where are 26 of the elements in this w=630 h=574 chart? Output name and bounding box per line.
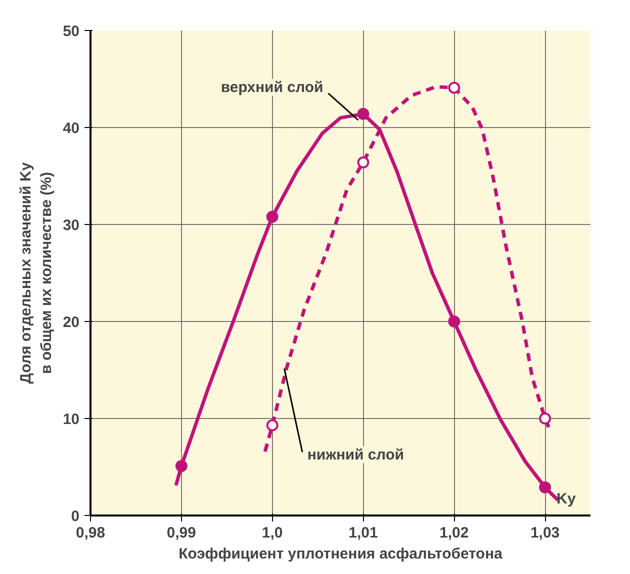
point <box>539 481 552 494</box>
x-tick-label: 1,01 <box>348 524 378 542</box>
y-tick-label: 10 <box>62 411 80 428</box>
point <box>175 460 188 472</box>
annotation: Kу <box>556 490 576 508</box>
y-tick-label: 20 <box>62 314 80 331</box>
point <box>266 419 278 432</box>
x-tick-label: 1,02 <box>440 524 469 542</box>
y-tick-label: 0 <box>71 508 80 525</box>
point <box>448 316 460 328</box>
text: верхний слой <box>220 78 324 96</box>
point <box>448 82 460 94</box>
x-tick-label: 0,98 <box>76 524 106 542</box>
y-tick-label: 30 <box>62 217 80 234</box>
y-tick-label: 40 <box>62 120 80 137</box>
x-tick-label: 1,0 <box>262 524 283 542</box>
x-tick-label: 0,99 <box>166 524 196 542</box>
x-tick-label: 1,03 <box>530 524 560 542</box>
point <box>539 412 552 424</box>
point <box>357 156 370 168</box>
x-axis-title: Коэффициент уплотнения асфальтобетона <box>178 546 504 562</box>
y-axis-title: Доля отдельных значений Kу в общем их количестве (%) <box>17 162 55 384</box>
point <box>266 210 278 223</box>
text: нижний слой <box>307 446 404 464</box>
y-tick-label: 50 <box>62 23 80 40</box>
point <box>357 108 370 120</box>
